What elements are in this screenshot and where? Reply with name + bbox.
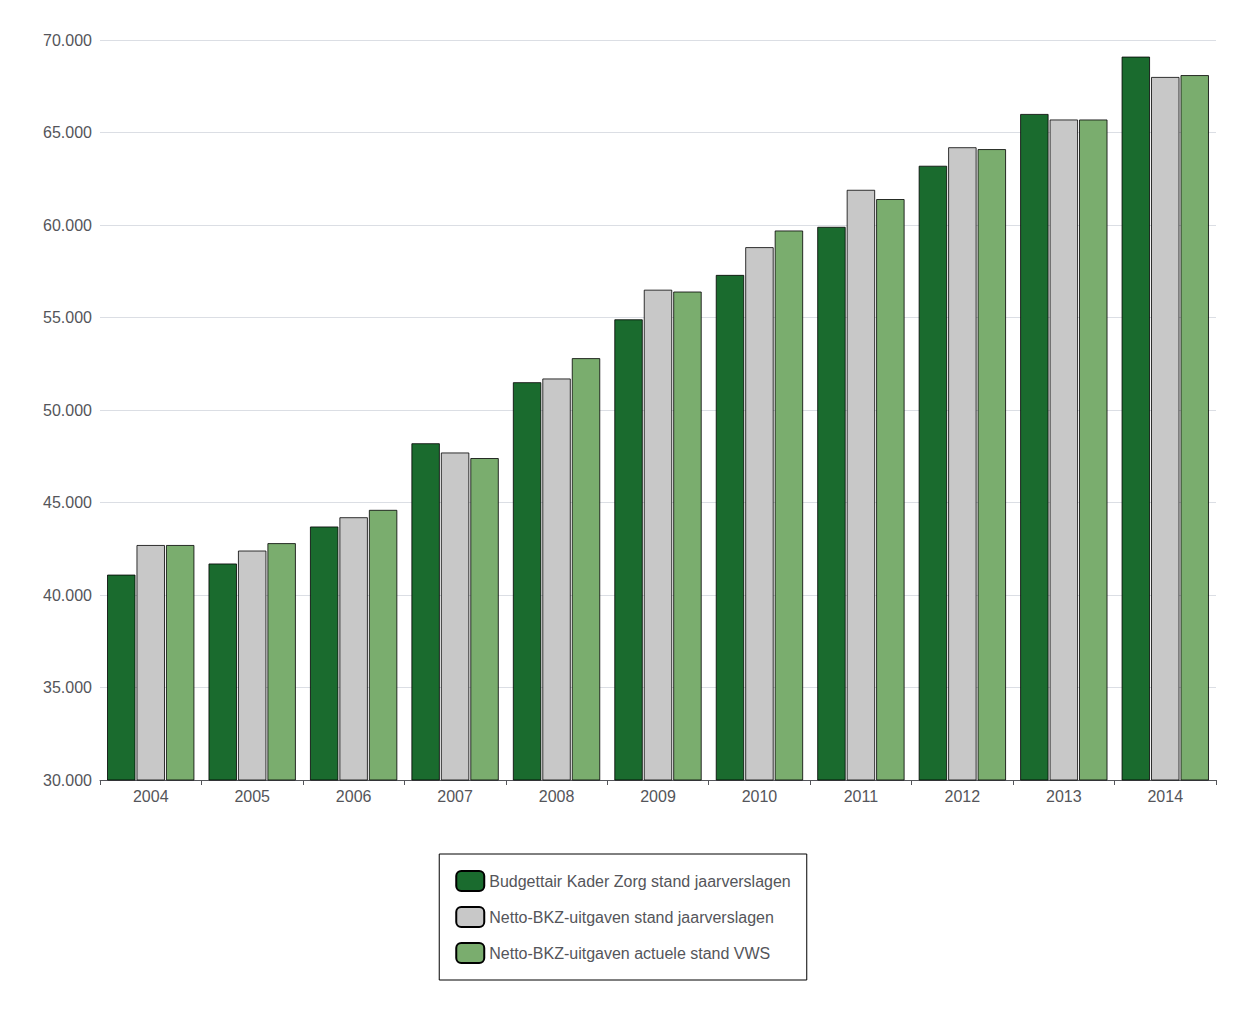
svg-text:2012: 2012 [945, 788, 981, 805]
svg-text:2007: 2007 [437, 788, 473, 805]
svg-text:2004: 2004 [133, 788, 169, 805]
svg-text:2008: 2008 [539, 788, 575, 805]
svg-text:2013: 2013 [1046, 788, 1082, 805]
svg-text:40.000: 40.000 [43, 587, 92, 604]
svg-text:65.000: 65.000 [43, 124, 92, 141]
svg-text:70.000: 70.000 [43, 32, 92, 49]
svg-text:45.000: 45.000 [43, 494, 92, 511]
svg-text:2014: 2014 [1147, 788, 1183, 805]
svg-text:2009: 2009 [640, 788, 676, 805]
svg-text:60.000: 60.000 [43, 217, 92, 234]
svg-text:Netto-BKZ-uitgaven actuele sta: Netto-BKZ-uitgaven actuele stand VWS [489, 945, 770, 962]
svg-text:2005: 2005 [234, 788, 270, 805]
svg-text:2010: 2010 [742, 788, 778, 805]
svg-text:2011: 2011 [844, 788, 879, 805]
svg-text:Netto-BKZ-uitgaven stand jaarv: Netto-BKZ-uitgaven stand jaarverslagen [489, 909, 774, 926]
svg-text:30.000: 30.000 [43, 772, 92, 789]
svg-text:50.000: 50.000 [43, 402, 92, 419]
svg-text:55.000: 55.000 [43, 309, 92, 326]
svg-text:Budgettair Kader Zorg stand ja: Budgettair Kader Zorg stand jaarverslage… [489, 873, 791, 890]
svg-text:35.000: 35.000 [43, 679, 92, 696]
svg-text:2006: 2006 [336, 788, 372, 805]
